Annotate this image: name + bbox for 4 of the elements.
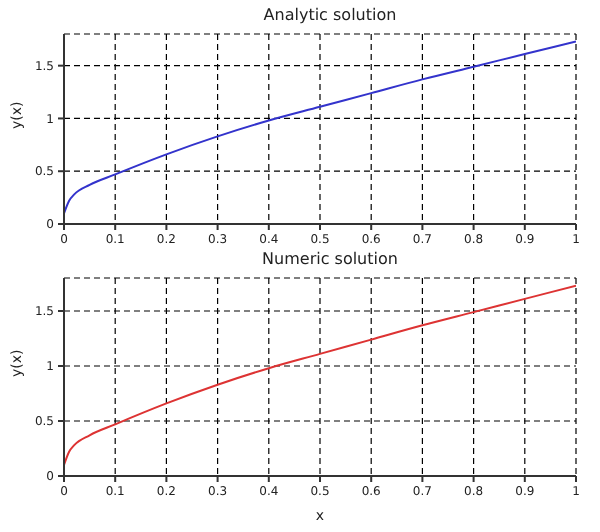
line-series <box>64 284 576 466</box>
chart-title: Numeric solution <box>260 248 400 272</box>
chart-title: Analytic solution <box>261 4 399 28</box>
line-series <box>64 40 576 215</box>
